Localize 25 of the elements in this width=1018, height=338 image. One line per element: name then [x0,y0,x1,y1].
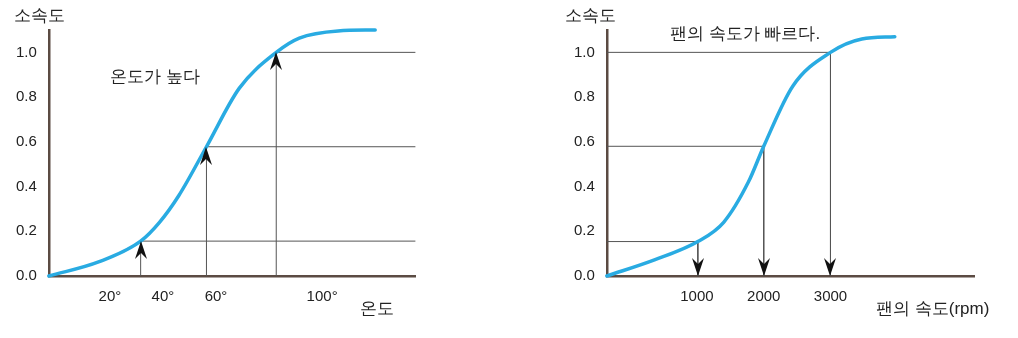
y-tick-label: 0.2 [573,221,595,239]
annotation: 팬의 속도가 빠르다. [670,23,821,45]
y-tick-label: 0.8 [573,87,595,105]
y-tick-label: 1.0 [15,42,37,60]
y-tick-label: 0.6 [15,131,37,149]
y-tick-label: 0.0 [573,266,595,284]
x-tick-label: 20° [98,287,122,305]
x-axis-title: 온도 [360,298,394,320]
y-tick-label: 0.6 [573,131,595,149]
annotation: 온도가 높다 [110,66,200,88]
x-tick-label: 2000 [747,287,781,305]
y-axis-title: 소속도 [14,5,65,27]
x-axis-title: 팬의 속도(rpm) [876,298,990,320]
y-tick-label: 0.4 [573,176,595,194]
x-tick-label: 3000 [813,287,848,305]
x-tick-label: 60° [204,287,228,305]
x-tick-label: 100° [306,287,338,305]
x-tick-label: 1000 [680,287,714,305]
y-tick-label: 0.2 [15,221,37,239]
y-tick-label: 1.0 [573,42,595,60]
y-axis-title: 소속도 [565,5,616,27]
x-tick-label: 40° [151,287,175,305]
y-tick-label: 0.8 [15,87,37,105]
y-tick-label: 0.0 [15,266,37,284]
y-tick-label: 0.4 [15,176,37,194]
